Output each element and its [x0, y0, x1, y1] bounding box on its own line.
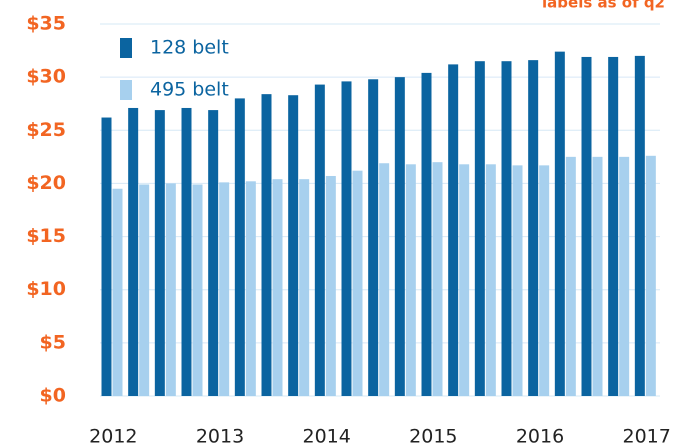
bar: [139, 184, 150, 396]
bar: [459, 164, 470, 396]
bar: [208, 110, 219, 396]
bar: [165, 183, 176, 396]
y-tick-label: $25: [26, 119, 66, 141]
bar: [394, 77, 405, 397]
bar: [352, 170, 363, 396]
bar: [608, 56, 619, 396]
bar: [405, 164, 416, 396]
bar: [128, 107, 139, 397]
bar: [448, 64, 459, 396]
y-tick-label: $5: [40, 331, 66, 353]
y-tick-label: $30: [26, 66, 66, 88]
y-tick-label: $20: [26, 172, 66, 194]
bar: [581, 56, 592, 396]
bar: [592, 156, 603, 396]
bar: [474, 61, 485, 396]
legend-swatch: [120, 80, 132, 100]
x-tick-label: 2013: [196, 426, 244, 447]
y-tick-label: $0: [40, 385, 66, 407]
x-tick-label: 2015: [409, 426, 457, 447]
x-tick-label: 2017: [622, 426, 670, 447]
legend-label: 495 belt: [150, 79, 229, 101]
bar: [234, 98, 245, 397]
bar: [634, 55, 645, 397]
bar: [192, 184, 203, 396]
bar: [101, 117, 112, 396]
bar: [379, 163, 390, 396]
bar: [288, 95, 299, 396]
bar: [539, 165, 550, 396]
bar: [528, 60, 539, 396]
legend-label: 128 belt: [150, 37, 229, 59]
bar: [554, 51, 565, 397]
bar: [261, 94, 272, 397]
x-tick-label: 2014: [302, 426, 350, 447]
y-tick-label: $10: [26, 278, 66, 300]
bar: [512, 165, 523, 396]
bar: [432, 162, 443, 396]
bar: [501, 61, 512, 396]
bar: [565, 156, 576, 396]
bar: [314, 84, 325, 396]
bar: [341, 81, 352, 396]
bar: [325, 175, 336, 396]
bar: [645, 155, 656, 396]
bar: [245, 181, 256, 396]
bar: [181, 107, 192, 397]
y-tick-label: $35: [26, 13, 66, 35]
bar: [112, 188, 123, 396]
bar: [154, 110, 165, 396]
bar: [368, 79, 379, 397]
bar: [272, 179, 283, 396]
x-tick-label: 2016: [516, 426, 564, 447]
bar: [619, 156, 630, 396]
x-tick-label: 2012: [89, 426, 137, 447]
legend-swatch: [120, 38, 132, 58]
annotation: labels as of q2: [542, 0, 665, 12]
bar: [421, 72, 432, 397]
bar: [219, 182, 230, 396]
bar: [299, 179, 310, 396]
y-tick-label: $15: [26, 225, 66, 247]
bar: [485, 164, 496, 396]
